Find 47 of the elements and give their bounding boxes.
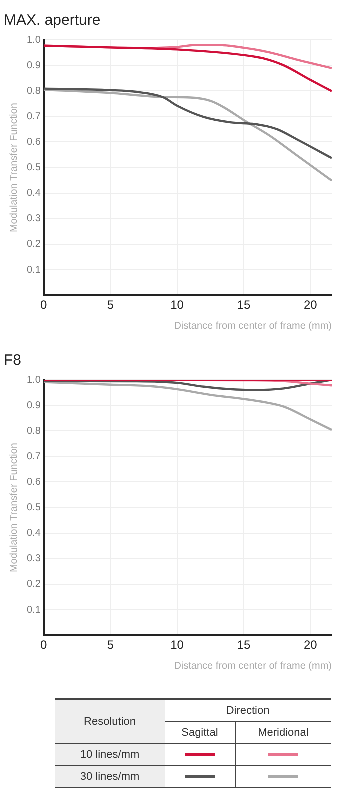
text: Resolution (55, 699, 166, 744)
x-axis-title: Distance from center of frame (mm) (174, 320, 332, 332)
y-tick-label: 0.7 (26, 451, 42, 462)
x-tick-label: 20 (304, 638, 318, 652)
line-series (44, 88, 332, 160)
text: Direction (165, 699, 331, 722)
y-tick-label: 0.8 (26, 426, 42, 437)
y-tick-label: 0.9 (26, 60, 42, 72)
y-tick-label: 0.6 (26, 136, 42, 148)
y-tick-label: 0.2 (26, 239, 42, 250)
line-series (44, 44, 332, 92)
y-tick-label: 0.3 (26, 214, 42, 225)
x-tick-label: 5 (107, 298, 114, 312)
y-tick-label: 0.1 (26, 604, 42, 616)
y-tick-label: 0.5 (26, 162, 42, 174)
y-tick-label: 1.0 (26, 34, 42, 46)
chart-title: F8 (4, 352, 22, 370)
y-tick-label: 0.4 (26, 188, 42, 200)
text: 30 lines/mm (55, 766, 166, 788)
y-tick-label: 0.2 (26, 579, 42, 590)
y-tick-label: 0.5 (26, 502, 42, 514)
x-tick-label: 10 (170, 638, 184, 652)
x-axis-title: Distance from center of frame (mm) (174, 660, 332, 672)
y-tick-label: 0.1 (26, 264, 42, 276)
line-series (44, 88, 332, 182)
y-tick-label: 0.4 (26, 528, 42, 540)
text: 10 lines/mm (55, 744, 166, 766)
line-series (44, 380, 332, 392)
y-tick-label: 0.3 (26, 554, 42, 565)
y-tick-label: 1.0 (26, 374, 42, 386)
x-tick-label: 5 (107, 638, 114, 652)
y-tick-label: 0.6 (26, 476, 42, 488)
y-axis-title: Modulation Transfer Function (8, 103, 20, 233)
y-tick-label: 0.8 (26, 86, 42, 97)
y-axis-title: Modulation Transfer Function (8, 443, 20, 573)
chart-title: MAX. aperture (4, 12, 101, 30)
y-tick-label: 0.9 (26, 400, 42, 412)
x-tick-label: 0 (40, 298, 48, 312)
x-tick-label: 0 (40, 638, 48, 652)
x-tick-label: 15 (237, 638, 251, 652)
y-tick-label: 0.7 (26, 111, 42, 122)
text: Sagittal (165, 722, 236, 744)
line-series (44, 381, 332, 432)
x-tick-label: 15 (237, 298, 251, 312)
text: Meridional (235, 722, 331, 744)
x-tick-label: 20 (304, 298, 318, 312)
x-tick-label: 10 (170, 298, 184, 312)
